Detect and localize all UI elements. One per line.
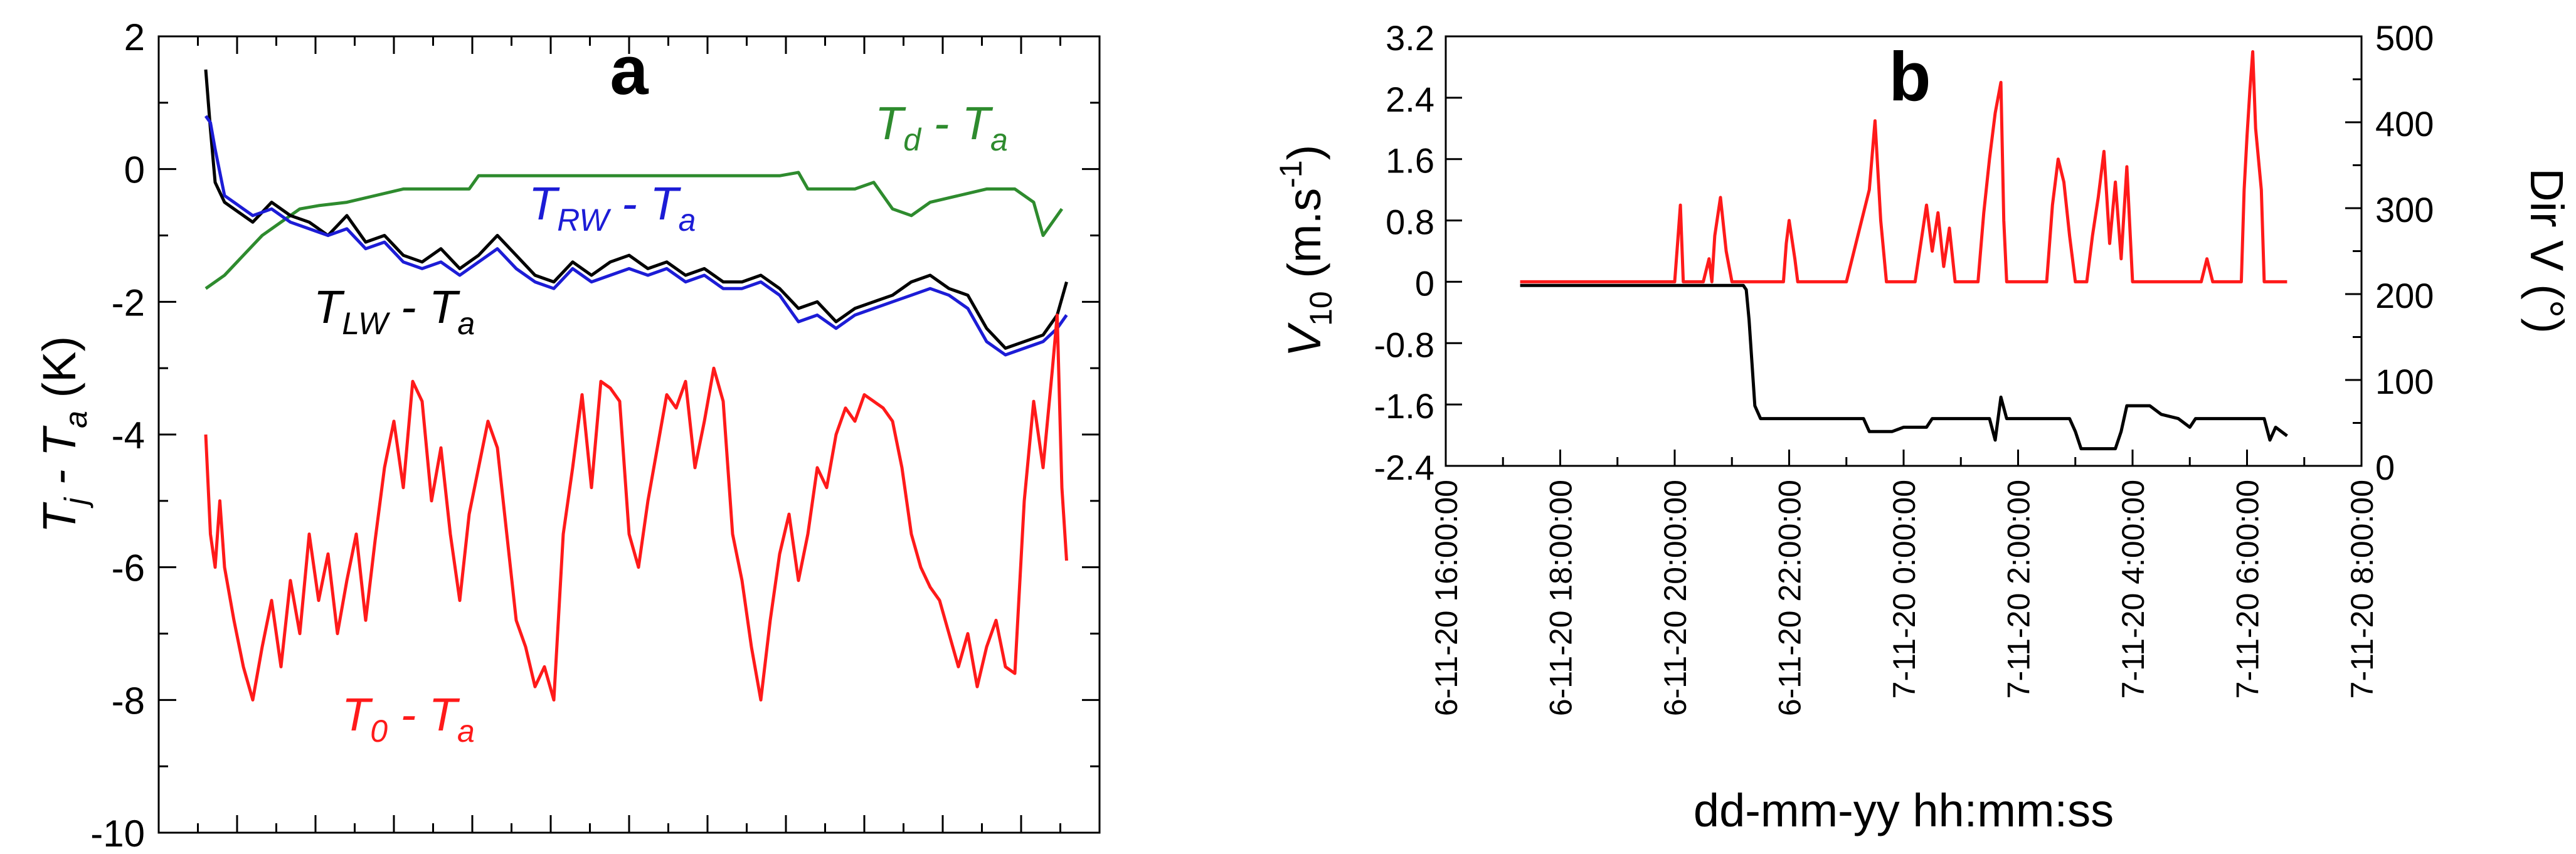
panel-a-series <box>204 69 1068 702</box>
panel-b-series <box>1520 50 2288 451</box>
panel-b-left-y-ticks: 3.2 2.4 1.6 0.8 0 -0.8 -1.6 -2.4 <box>1374 18 1462 487</box>
y-tick-label-left: 0.8 <box>1386 203 1434 242</box>
panel-a: 2 0 -2 -4 -6 -8 -10 a Tj - Ta (K) Td - Ta TRW … <box>33 16 1101 854</box>
y-tick-label: -4 <box>112 414 145 456</box>
series-label-t0: T0 - Ta <box>342 688 475 749</box>
x-tick-label: 7-11-20 2:00:00 <box>2001 480 2037 698</box>
y-tick-label-left: 2.4 <box>1386 80 1434 119</box>
y-tick-label-left: -2.4 <box>1374 448 1435 487</box>
x-tick-label: 6-11-20 16:00:00 <box>1429 480 1464 716</box>
y-tick-label: 0 <box>124 149 145 191</box>
y-tick-label-right: 500 <box>2375 18 2434 58</box>
y-tick-label-left: 3.2 <box>1386 18 1434 58</box>
panel-a-label: a <box>610 32 649 109</box>
x-tick-label: 6-11-20 18:00:00 <box>1544 480 1579 716</box>
series-label-td: Td - Ta <box>875 97 1008 157</box>
y-tick-label: 2 <box>124 16 145 58</box>
series-line-tlw-ta <box>204 69 1068 350</box>
panel-b-right-y-ticks: 500 400 300 200 100 0 <box>2345 18 2434 487</box>
y-tick-label-right: 300 <box>2375 190 2434 229</box>
series-label-trw: TRW - Ta <box>529 177 696 238</box>
x-tick-label: 6-11-20 20:00:00 <box>1658 480 1693 716</box>
panel-a-frame <box>157 35 1101 834</box>
panel-a-x-ticks <box>197 36 1061 833</box>
x-tick-label: 7-11-20 4:00:00 <box>2116 480 2151 698</box>
x-tick-label: 7-11-20 8:00:00 <box>2345 480 2380 698</box>
y-tick-label-left: -0.8 <box>1374 325 1435 364</box>
panel-b-x-axis-label: dd-mm-yy hh:mm:ss <box>1693 784 2114 836</box>
panel-b-x-ticks: 6-11-20 16:00:00 6-11-20 18:00:00 6-11-20 … <box>1429 450 2380 716</box>
series-line-t0-ta <box>204 314 1068 702</box>
y-tick-label: -8 <box>112 680 145 722</box>
series-label-tlw: TLW - Ta <box>314 281 475 341</box>
y-tick-label-left: -1.6 <box>1374 386 1435 426</box>
x-tick-label: 7-11-20 6:00:00 <box>2230 480 2266 698</box>
y-tick-label-left: 0 <box>1415 263 1434 303</box>
y-tick-label-right: 100 <box>2375 362 2434 401</box>
y-tick-label-left: 1.6 <box>1386 141 1434 181</box>
series-line-dirv <box>1520 283 2288 451</box>
x-tick-label: 6-11-20 22:00:00 <box>1773 480 1808 716</box>
panel-b: 3.2 2.4 1.6 0.8 0 -0.8 -1.6 -2.4 500 400 300 200 10… <box>1273 18 2573 836</box>
y-tick-label-right: 400 <box>2375 104 2434 144</box>
panel-a-y-ticks: 2 0 -2 -4 -6 -8 -10 <box>90 16 1100 854</box>
y-tick-label: -6 <box>112 547 145 589</box>
series-line-td-ta <box>204 171 1064 290</box>
panel-b-left-y-axis-label: V10 (m.s-1) <box>1273 145 1338 357</box>
y-tick-label-right: 200 <box>2375 276 2434 315</box>
panel-b-label: b <box>1889 38 1931 115</box>
series-line-trw-ta <box>204 115 1068 357</box>
panel-a-y-axis-label: Tj - Ta (K) <box>33 336 93 533</box>
series-line-v10 <box>1520 50 2287 283</box>
y-tick-label: -2 <box>112 282 145 324</box>
x-tick-label: 7-11-20 0:00:00 <box>1887 480 1922 698</box>
panel-b-right-y-axis-label: Dir V (°) <box>2521 168 2573 334</box>
y-tick-label: -10 <box>90 813 145 854</box>
y-tick-label-right: 0 <box>2375 448 2395 487</box>
